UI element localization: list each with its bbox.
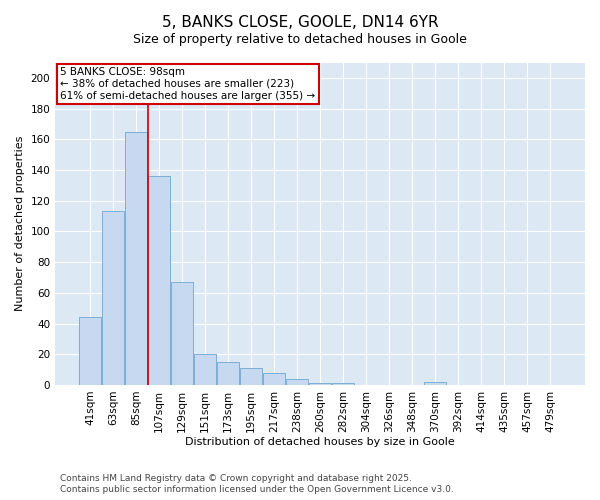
Bar	[286, 379, 308, 385]
Bar	[240, 368, 262, 385]
Bar	[194, 354, 216, 385]
Text: 5 BANKS CLOSE: 98sqm
← 38% of detached houses are smaller (223)
61% of semi-deta: 5 BANKS CLOSE: 98sqm ← 38% of detached h…	[61, 68, 316, 100]
X-axis label: Distribution of detached houses by size in Goole: Distribution of detached houses by size …	[185, 438, 455, 448]
Bar	[102, 212, 124, 385]
Text: Contains HM Land Registry data © Crown copyright and database right 2025.
Contai: Contains HM Land Registry data © Crown c…	[60, 474, 454, 494]
Text: 5, BANKS CLOSE, GOOLE, DN14 6YR: 5, BANKS CLOSE, GOOLE, DN14 6YR	[161, 15, 439, 30]
Bar	[217, 362, 239, 385]
Bar	[125, 132, 147, 385]
Y-axis label: Number of detached properties: Number of detached properties	[15, 136, 25, 312]
Text: Size of property relative to detached houses in Goole: Size of property relative to detached ho…	[133, 32, 467, 46]
Bar	[424, 382, 446, 385]
Bar	[171, 282, 193, 385]
Bar	[148, 176, 170, 385]
Bar	[79, 318, 101, 385]
Bar	[263, 372, 285, 385]
Bar	[309, 384, 331, 385]
Bar	[332, 384, 354, 385]
